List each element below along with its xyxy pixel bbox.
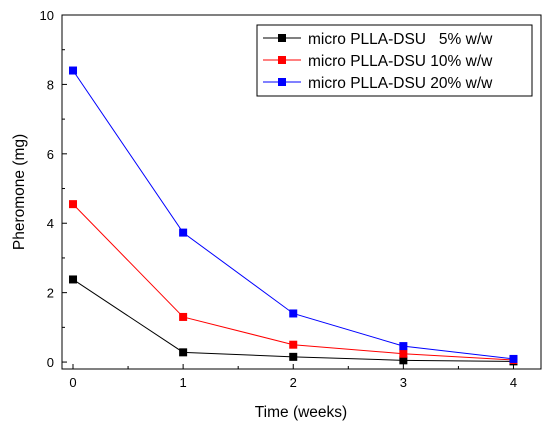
data-point xyxy=(509,354,518,363)
x-tick-label: 4 xyxy=(510,375,517,390)
data-point xyxy=(289,340,298,349)
legend-label: micro PLLA-DSU 10% w/w xyxy=(308,53,493,70)
data-point xyxy=(179,348,188,357)
y-axis-title: Pheromone (mg) xyxy=(11,134,28,250)
y-tick-label: 0 xyxy=(47,355,54,370)
y-tick-label: 10 xyxy=(40,8,54,23)
data-point xyxy=(179,312,188,321)
legend-marker xyxy=(278,34,286,42)
legend-marker xyxy=(278,78,286,86)
data-point xyxy=(399,342,408,351)
legend-label: micro PLLA-DSU 20% w/w xyxy=(308,75,493,92)
data-point xyxy=(399,349,408,358)
y-tick-label: 4 xyxy=(47,216,54,231)
y-tick-label: 8 xyxy=(47,77,54,92)
x-axis: 0 1 2 3 4 xyxy=(69,364,517,390)
data-point xyxy=(69,200,78,209)
data-point xyxy=(69,66,78,75)
series-layer xyxy=(69,66,518,366)
legend-box xyxy=(256,24,533,97)
y-axis: 0 2 4 6 8 10 xyxy=(40,8,67,370)
legend-marker xyxy=(278,56,286,64)
x-tick-label: 2 xyxy=(290,375,297,390)
y-tick-label: 2 xyxy=(47,286,54,301)
x-tick-label: 3 xyxy=(400,375,407,390)
legend: micro PLLA-DSU 5% w/w micro PLLA-DSU 10% … xyxy=(256,24,533,97)
data-point xyxy=(289,309,298,318)
x-axis-title: Time (weeks) xyxy=(255,404,347,421)
legend-label: micro PLLA-DSU 5% w/w xyxy=(308,31,493,48)
x-tick-label: 0 xyxy=(69,375,76,390)
data-point xyxy=(289,352,298,361)
data-point xyxy=(179,228,188,237)
data-point xyxy=(399,356,408,365)
y-tick-label: 6 xyxy=(47,147,54,162)
data-point xyxy=(69,275,78,284)
x-tick-label: 1 xyxy=(180,375,187,390)
